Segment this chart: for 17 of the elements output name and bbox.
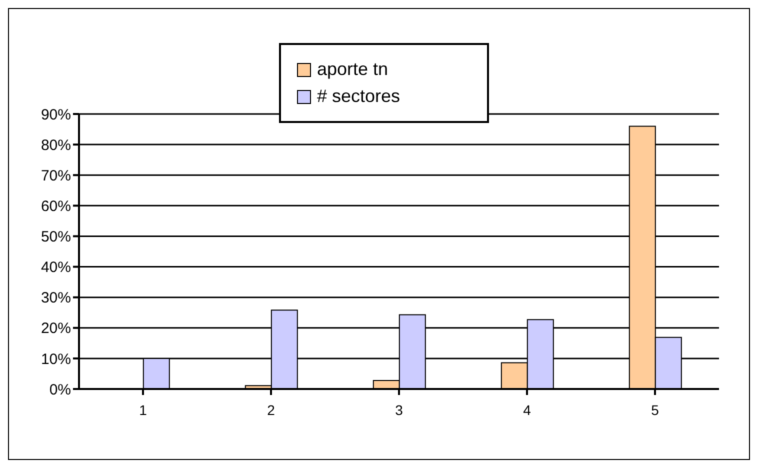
y-tick-label: 50% bbox=[40, 228, 71, 246]
y-tick-label: 10% bbox=[40, 350, 71, 368]
y-tick-label: 80% bbox=[40, 136, 71, 154]
x-tick-label: 4 bbox=[523, 402, 532, 418]
y-tick-label: 30% bbox=[40, 290, 71, 307]
x-tick-label: 5 bbox=[651, 402, 660, 418]
x-tick-label: 2 bbox=[267, 402, 276, 418]
x-tick-label: 1 bbox=[139, 402, 148, 418]
y-tick-label: 0% bbox=[49, 381, 71, 398]
y-tick-label: 20% bbox=[40, 320, 71, 338]
x-tick-label: 3 bbox=[395, 402, 404, 418]
y-tick-label: 70% bbox=[40, 167, 71, 184]
y-tick-label: 90% bbox=[40, 106, 71, 124]
legend-label: # sectores bbox=[317, 86, 400, 107]
y-tick-label: 40% bbox=[40, 259, 71, 276]
y-tick-label: 60% bbox=[40, 198, 71, 215]
legend-label: aporte tn bbox=[317, 59, 388, 80]
